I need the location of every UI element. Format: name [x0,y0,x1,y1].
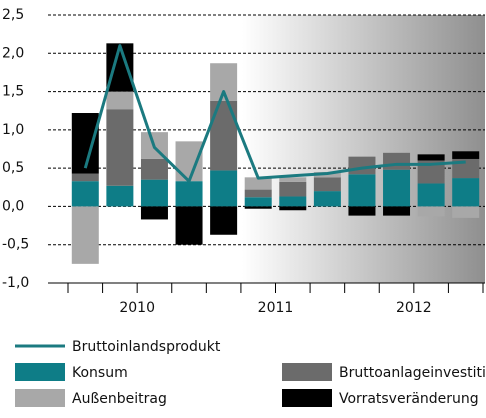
bar-segment [313,177,341,192]
bar-segment [417,206,445,217]
x-group-label: 2011 [258,300,294,316]
bar-segment [106,109,134,186]
bar-segment [452,206,480,218]
bar-segment [417,160,445,184]
legend-label: Vorratsveränderung [339,391,479,407]
y-tick-label: 1,0 [2,122,24,138]
legend-swatch [15,389,65,407]
y-tick-label: 0,5 [2,160,24,176]
bar-segment [244,177,272,190]
bar-segment [244,197,272,207]
bar-segment [175,206,203,245]
legend-label: Außenbeitrag [72,391,167,407]
bar-segment [244,206,272,209]
bar-segment [71,206,99,264]
y-tick-label: 2,5 [2,7,24,23]
bar-segment [348,156,376,175]
bar-segment [210,170,238,207]
legend-label: Konsum [72,365,128,381]
bar-segment [106,185,134,207]
bar-segment [279,196,307,207]
y-tick-label: -1,0 [2,275,29,291]
bar-segment [279,181,307,197]
bar-segment [106,43,134,92]
bar-segment [140,179,168,207]
bar-segment [140,206,168,220]
legend-swatch [282,363,332,381]
bar-segment [71,181,99,207]
x-group-label: 2010 [119,300,155,316]
bar-segment [383,206,411,216]
bar-segment [140,158,168,180]
bar-segment [452,178,480,207]
bar-segment [348,174,376,207]
line-series [83,44,466,183]
bar-segment [313,191,341,207]
y-tick-label: -0,5 [2,237,29,253]
bar-segment [210,206,238,235]
bar-segment [383,169,411,207]
bar-segment [175,141,203,182]
forecast-shade [242,15,485,283]
legend-swatch [282,389,332,407]
bar-segment [452,151,480,159]
y-tick-label: 0,0 [2,198,24,214]
legend-swatch [15,363,65,381]
bar-segment [244,189,272,198]
bar-segment [417,183,445,207]
y-tick-label: 1,5 [2,84,24,100]
bar-segment [279,206,307,211]
y-tick-label: 2,0 [2,45,24,61]
bar-segment [348,206,376,216]
bar-segment [383,152,411,170]
bar-segment [71,173,99,182]
bar-segment [175,181,203,207]
bar-segment [417,154,445,161]
x-group-label: 2012 [396,300,432,316]
legend-label: Bruttoanlageinvestitionen [339,365,486,381]
legend-label: Bruttoinlandsprodukt [72,339,221,355]
bar-segment [279,177,307,182]
bar-segment [106,91,134,110]
